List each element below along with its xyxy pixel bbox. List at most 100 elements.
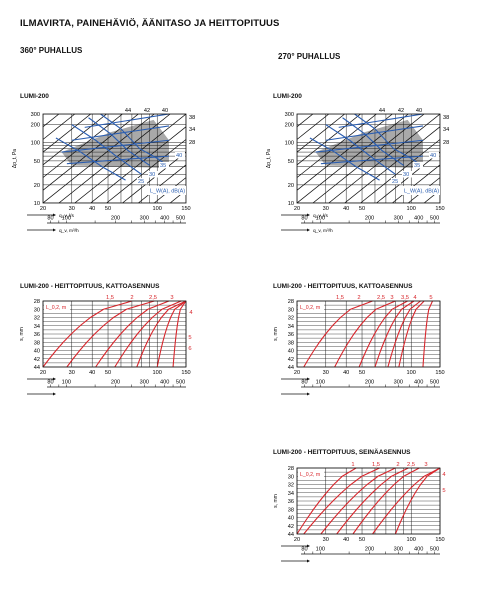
plot-frame xyxy=(296,113,441,204)
curve-label: 1 xyxy=(351,462,354,468)
legend-label: L_0,2, m xyxy=(300,472,320,478)
chart-title-th270w: LUMI-200 - HEITTOPITUUS, SEINÄASENNUS xyxy=(273,449,411,456)
x-tick-ls: 20 xyxy=(294,206,300,212)
curve-label: 5 xyxy=(442,488,445,494)
x-tick-m3h: 400 xyxy=(414,380,423,386)
sound-label: 30 xyxy=(149,172,155,178)
diagonal-line xyxy=(297,114,314,128)
x-tick-m3h: 80 xyxy=(47,380,53,386)
chart-title-th270: LUMI-200 - HEITTOPITUUS, KATTOASENNUS xyxy=(273,283,413,290)
label-bg xyxy=(137,178,147,185)
x-tick-ls: 150 xyxy=(181,370,190,376)
x-tick-ls: 50 xyxy=(359,206,365,212)
x-tick-m3h: 300 xyxy=(140,380,149,386)
legend-label: L_0,2, m xyxy=(300,305,320,311)
x-tick-m3h: 500 xyxy=(176,216,185,222)
x-label-ls: q_v, l/s xyxy=(313,213,328,219)
x-tick-m3h: 200 xyxy=(365,547,374,553)
sound-label: 35 xyxy=(160,163,166,169)
sound-label: 40 xyxy=(176,153,182,159)
y-tick: 36 xyxy=(288,499,294,505)
label-bg xyxy=(402,171,412,178)
diag-label: 40 xyxy=(416,108,422,114)
x-tick-ls: 30 xyxy=(69,370,75,376)
label-bg xyxy=(175,152,185,159)
y-tick: 36 xyxy=(288,332,294,338)
curve-label: 2 xyxy=(130,295,133,301)
x-tick-ls: 30 xyxy=(323,206,329,212)
throw-curve xyxy=(320,467,396,535)
diagonal-line xyxy=(297,114,345,153)
y-tick: 44 xyxy=(288,532,294,538)
curve-label: 5 xyxy=(188,335,191,341)
x-tick-ls: 150 xyxy=(435,537,444,543)
curve-label: 4 xyxy=(413,295,417,301)
sound-iso-line xyxy=(338,114,424,128)
diagonal-line xyxy=(169,189,186,203)
diag-label: 28 xyxy=(443,140,449,146)
diagonal-line xyxy=(0,114,11,203)
x-tick-m3h: 200 xyxy=(111,380,120,386)
x-tick-m3h: 300 xyxy=(394,216,403,222)
y-tick: 34 xyxy=(34,324,40,330)
x-tick-ls: 20 xyxy=(40,206,46,212)
sound-iso-line xyxy=(315,139,424,153)
throw-curve xyxy=(303,467,380,535)
y-tick: 40 xyxy=(288,516,294,522)
x-tick-ls: 100 xyxy=(407,206,416,212)
x-tick-m3h: 100 xyxy=(62,380,71,386)
y-tick: 44 xyxy=(288,365,294,371)
y-label: Δp_t, Pa xyxy=(266,149,272,168)
y-tick: 50 xyxy=(288,159,294,165)
y-label: s, mm xyxy=(19,327,25,341)
x-tick-m3h: 100 xyxy=(316,216,325,222)
y-tick: 42 xyxy=(288,357,294,363)
curve-label: 3 xyxy=(390,295,393,301)
sound-iso-line xyxy=(71,125,170,141)
curve-label: 6 xyxy=(188,346,191,352)
diagonal-line xyxy=(297,114,330,140)
arrow-head xyxy=(307,544,310,548)
arrow-head xyxy=(53,228,56,232)
x-tick-ls: 50 xyxy=(105,370,111,376)
diag-label: 44 xyxy=(125,108,131,114)
plot-frame xyxy=(42,300,187,368)
sound-iso-line xyxy=(320,155,424,165)
curve-label: 3 xyxy=(170,295,173,301)
throw-curve xyxy=(172,300,187,368)
y-tick: 100 xyxy=(285,141,294,147)
throw-curve xyxy=(95,300,170,368)
x-tick-ls: 40 xyxy=(343,537,349,543)
x-tick-m3h: 200 xyxy=(365,216,374,222)
arrow-head xyxy=(307,392,310,396)
x-tick-ls: 40 xyxy=(89,206,95,212)
x-tick-ls: 50 xyxy=(359,370,365,376)
throw-curve xyxy=(114,300,182,368)
throw-curve xyxy=(42,300,133,368)
throw-curve xyxy=(372,467,441,535)
x-tick-m3h: 500 xyxy=(430,547,439,553)
diagonal-line xyxy=(170,114,281,203)
x-tick-m3h: 100 xyxy=(316,547,325,553)
y-label: s, mm xyxy=(273,327,279,341)
diagonal-line xyxy=(472,114,486,203)
sound-iso-line xyxy=(66,155,170,165)
chart-title-th360: LUMI-200 - HEITTOPITUUS, KATTOASENNUS xyxy=(20,283,160,290)
arrow-head xyxy=(53,213,56,217)
sound-curve xyxy=(309,137,380,181)
y-tick: 38 xyxy=(288,340,294,346)
sound-curve xyxy=(55,137,126,181)
x-tick-m3h: 400 xyxy=(160,216,169,222)
page-title: ILMAVIRTA, PAINEHÄVIÖ, ÄÄNITASO JA HEITT… xyxy=(20,18,280,29)
diagonal-line xyxy=(297,114,298,115)
sound-curve xyxy=(354,114,424,168)
curve-label: 5 xyxy=(429,295,432,301)
legend-bg xyxy=(44,303,70,311)
y-tick: 30 xyxy=(288,307,294,313)
y-tick: 28 xyxy=(34,299,40,305)
sound-iso-line xyxy=(61,139,170,153)
